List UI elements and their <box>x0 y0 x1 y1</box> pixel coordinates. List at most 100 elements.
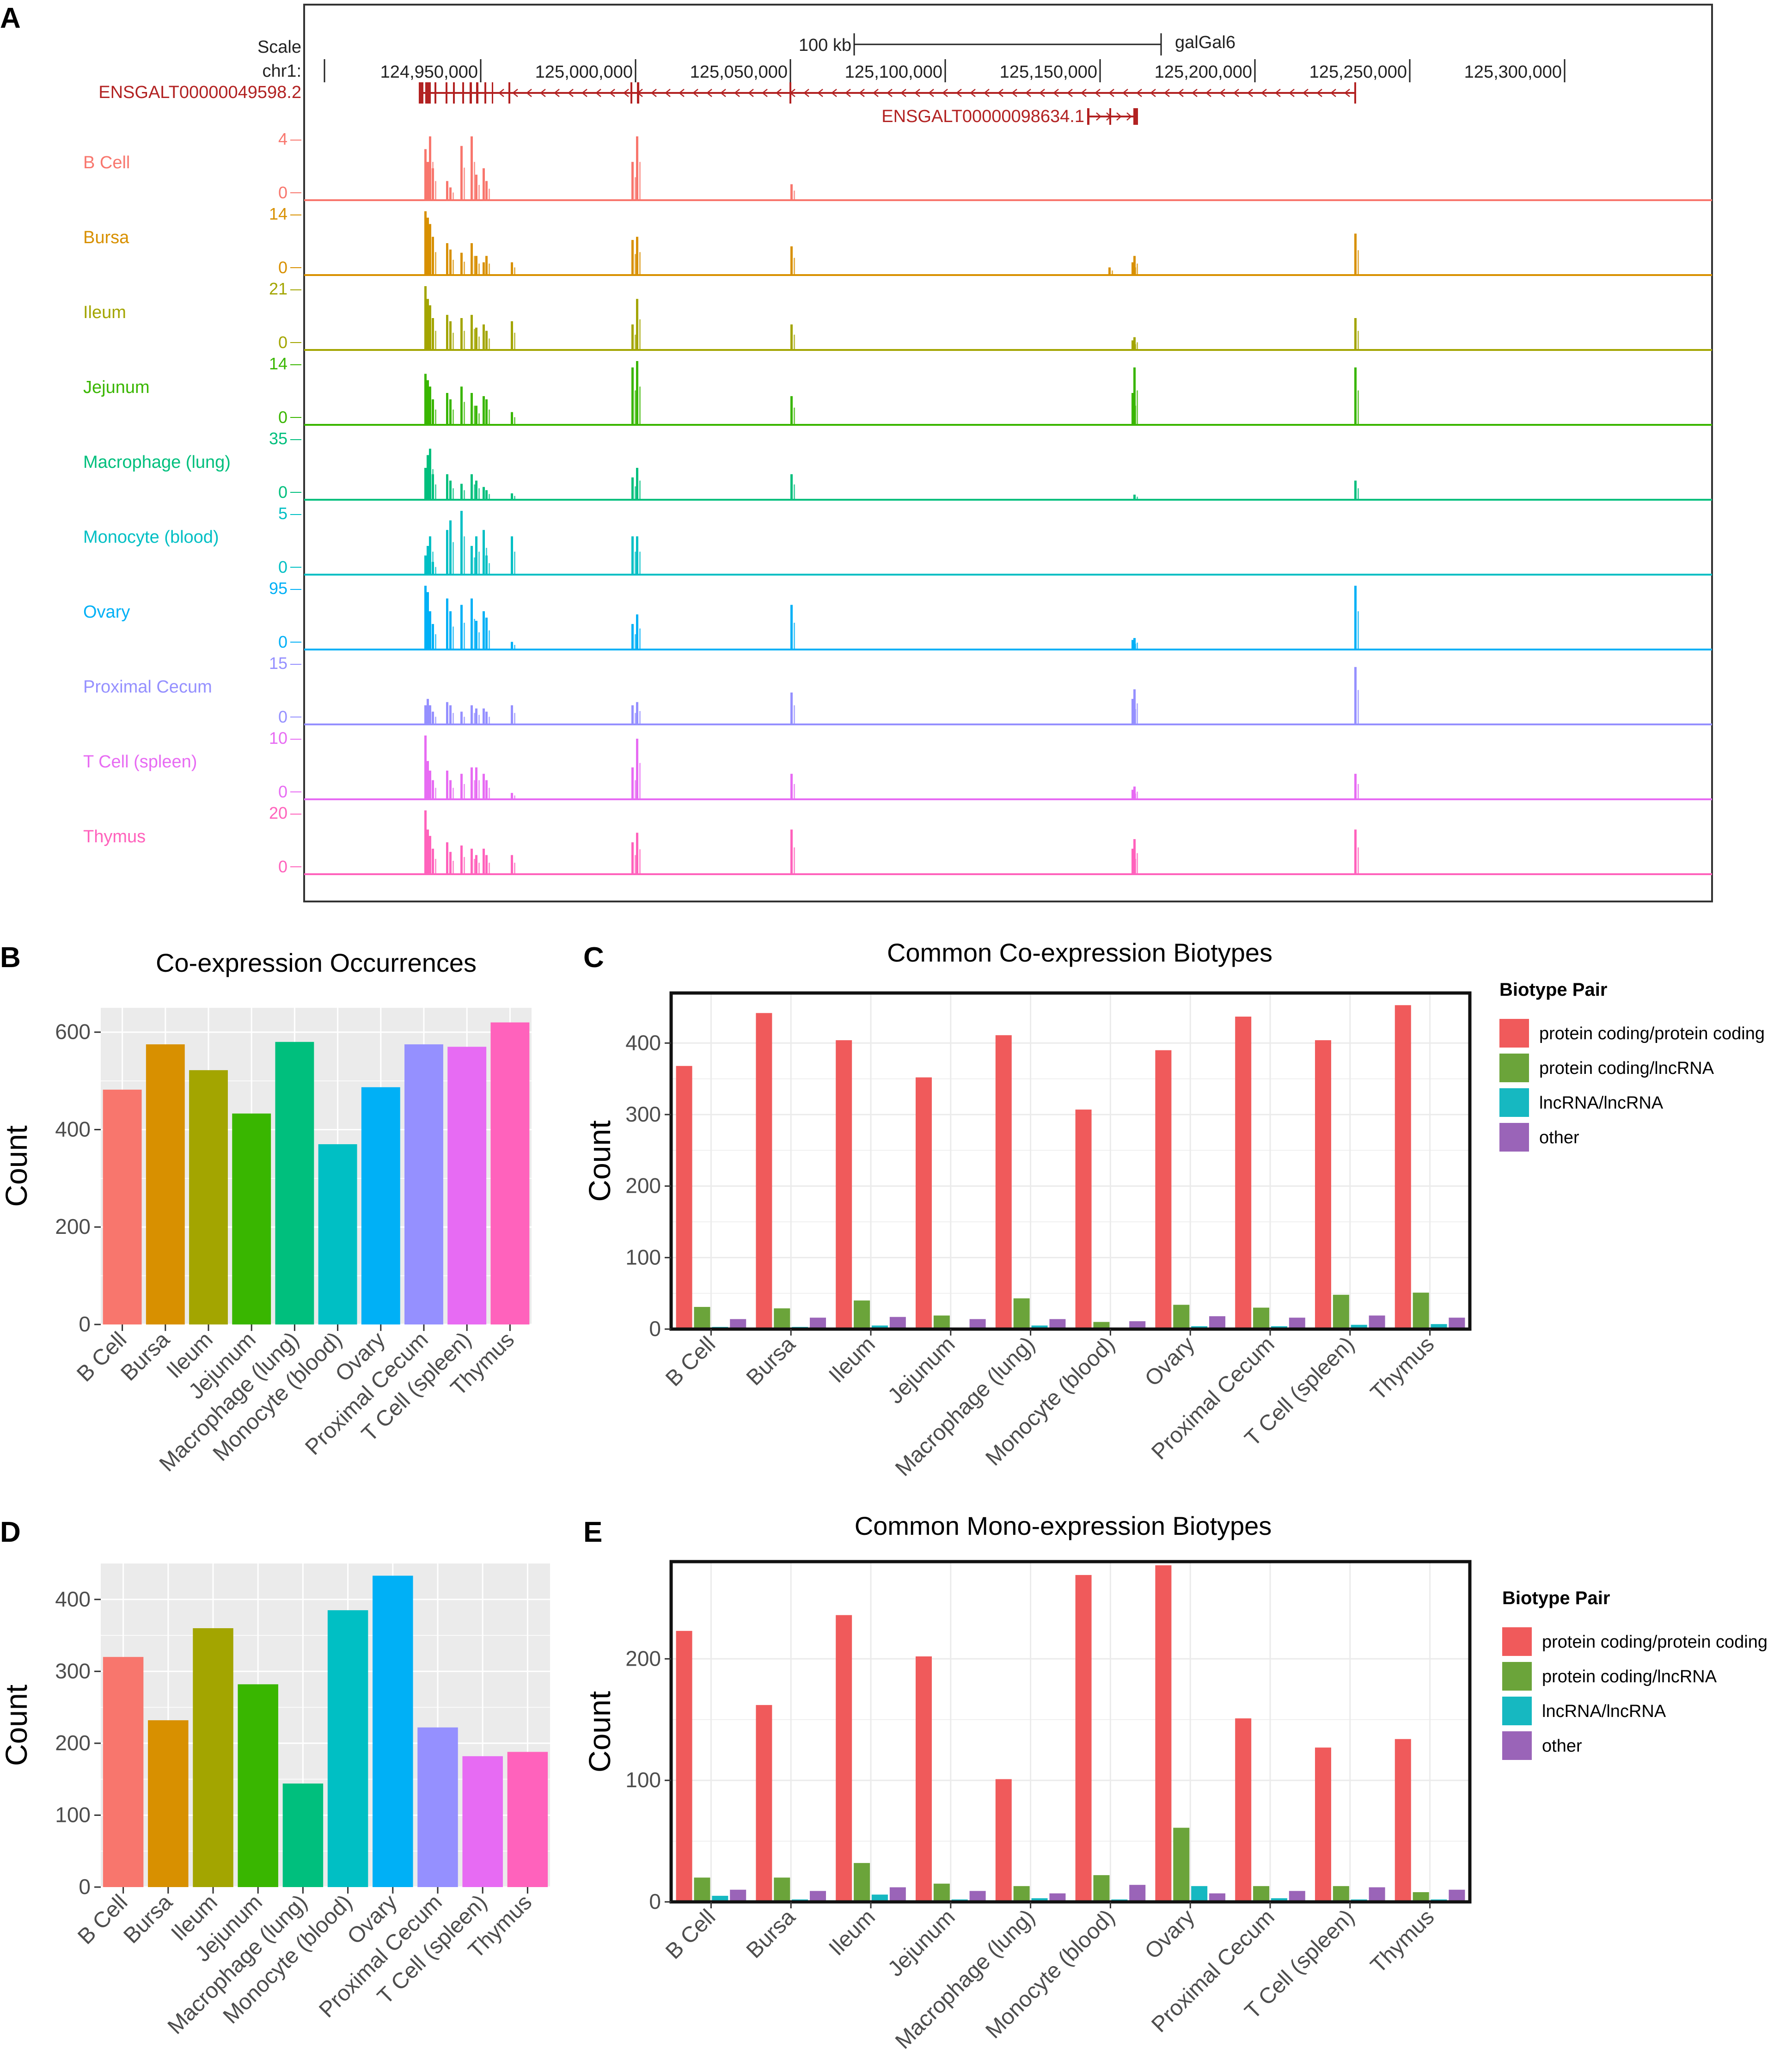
coverage-peak-shoulder <box>639 628 641 650</box>
coverage-peak-shoulder <box>1358 784 1359 799</box>
coverage-peak <box>631 324 634 350</box>
track-max-label: 20 <box>269 803 287 822</box>
bar-monocyte-blood-other <box>1129 1321 1146 1329</box>
coverage-peak <box>427 162 429 200</box>
chrom-label: chr1: <box>263 61 301 81</box>
coverage-peak-shoulder <box>435 484 436 500</box>
track-min-label: 0 <box>278 707 287 726</box>
bar-thymus-protein-coding-protein-coding <box>1395 1739 1411 1902</box>
track-thymus: Thymus 20 0 <box>83 803 1712 876</box>
coverage-peak-shoulder <box>464 402 465 425</box>
x-tick-label: Bursa <box>119 1890 177 1948</box>
bar-proximal-cecum-other <box>1289 1318 1305 1329</box>
coverage-peak <box>631 162 634 200</box>
coverage-peak-shoulder <box>635 713 636 724</box>
bar-bursa-other <box>810 1318 826 1329</box>
bar-ileum-lncrna-lncrna <box>871 1894 888 1902</box>
coverage-peak-shoulder <box>464 784 465 799</box>
coverage-peak <box>636 361 638 425</box>
coverage-peak-shoulder <box>435 567 436 575</box>
coverage-tracks: B Cell40Bursa140Ileum210Jejunum140Macrop… <box>83 129 1712 876</box>
bar-ovary <box>361 1087 400 1324</box>
position-tick-label: 125,000,000 <box>535 62 633 82</box>
y-tick-label: 300 <box>55 1659 91 1683</box>
coverage-peak <box>1132 262 1134 275</box>
track-label: Macrophage (lung) <box>83 453 231 472</box>
coverage-peak <box>1133 689 1136 724</box>
coverage-peak-shoulder <box>453 409 454 425</box>
track-label: Monocyte (blood) <box>83 527 219 547</box>
coverage-peak <box>449 187 452 200</box>
bar-ileum-protein-coding-protein-coding <box>836 1040 852 1329</box>
coverage-peak-shoulder <box>635 390 636 425</box>
coverage-peak <box>1354 667 1357 724</box>
bar-ovary-protein-coding-lncrna <box>1173 1305 1190 1329</box>
coverage-peak-shoulder <box>474 713 475 724</box>
bar-thymus-lncrna-lncrna <box>1431 1324 1447 1329</box>
coverage-peak <box>631 705 634 724</box>
plot-background <box>671 993 1470 1329</box>
coverage-peak <box>475 256 477 275</box>
coverage-peak <box>449 520 452 575</box>
coverage-peak <box>1132 848 1134 874</box>
coverage-peak <box>1108 267 1111 275</box>
coverage-peak <box>485 399 488 425</box>
scale-bar <box>853 33 1162 55</box>
track-max-label: 4 <box>278 129 287 148</box>
coverage-peak <box>485 555 488 575</box>
position-tick-label: 125,300,000 <box>1464 62 1562 82</box>
y-tick-label: 100 <box>55 1802 91 1827</box>
coverage-peak-shoulder <box>478 488 480 500</box>
coverage-peak <box>432 711 434 724</box>
coverage-peak <box>471 598 473 650</box>
plot-frame <box>669 991 1472 1331</box>
y-tick-label: 0 <box>649 1889 661 1913</box>
coverage-peak-shoulder <box>478 552 480 575</box>
genome-browser-panel: Scale chr1: 100 kb galGal6 124,950,000 12… <box>83 4 1713 902</box>
bar-jejunum-protein-coding-lncrna <box>933 1315 950 1329</box>
coverage-peak-shoulder <box>478 337 480 350</box>
coverage-peak <box>460 386 463 425</box>
coverage-peak <box>471 136 473 200</box>
track-max-label: 21 <box>269 279 287 298</box>
x-tick-label: B Cell <box>72 1327 131 1386</box>
bar-proximal-cecum-protein-coding-lncrna <box>1253 1307 1270 1329</box>
x-tick-label: Jejunum <box>883 1332 960 1409</box>
coverage-peak <box>790 246 793 275</box>
gene1-exon <box>462 82 464 104</box>
gene2-exon <box>1087 108 1089 125</box>
bar-monocyte-blood-other <box>1129 1885 1146 1902</box>
coverage-peak <box>485 256 488 275</box>
coverage-peak <box>460 605 463 650</box>
coverage-peak <box>424 586 427 650</box>
legend-label-protein-coding-lncrna: protein coding/lncRNA <box>1542 1667 1717 1686</box>
coverage-peak-shoulder <box>635 552 636 575</box>
coverage-peak-shoulder <box>453 713 454 724</box>
coverage-peak-shoulder <box>489 338 490 350</box>
position-tick-label: 124,950,000 <box>380 62 478 82</box>
bar-thymus-other <box>1449 1889 1465 1902</box>
coverage-peak-shoulder <box>1137 791 1138 799</box>
coverage-peak <box>427 380 429 425</box>
gene1-exon <box>425 82 431 104</box>
coverage-peak <box>446 474 448 500</box>
coverage-peak <box>636 738 638 799</box>
coverage-peak <box>483 396 485 425</box>
bar-bursa-protein-coding-protein-coding <box>756 1013 772 1329</box>
coverage-peak <box>424 286 427 350</box>
coverage-peak <box>471 315 473 350</box>
coverage-peak-shoulder <box>489 788 490 799</box>
coverage-peak-shoulder <box>635 177 636 200</box>
gene2-exon <box>1109 108 1111 125</box>
coverage-peak-shoulder <box>635 634 636 650</box>
legend-key-protein-coding-protein-coding <box>1499 1019 1529 1048</box>
coverage-peak <box>1132 699 1134 724</box>
coverage-peak <box>790 829 793 874</box>
legend-label-protein-coding-protein-coding: protein coding/protein coding <box>1539 1024 1765 1043</box>
coverage-peak-shoulder <box>474 405 475 425</box>
gene-models <box>419 82 1356 125</box>
coverage-peak <box>790 474 793 500</box>
coverage-peak-shoulder <box>435 331 436 350</box>
coverage-peak <box>429 536 431 575</box>
